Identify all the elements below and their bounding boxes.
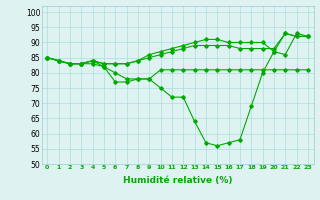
X-axis label: Humidité relative (%): Humidité relative (%) xyxy=(123,176,232,185)
